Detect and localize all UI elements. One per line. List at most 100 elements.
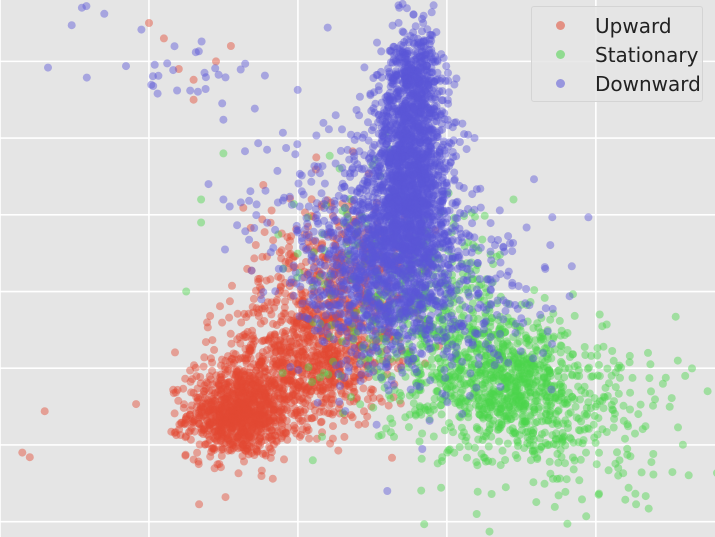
data-point [430,433,438,441]
data-point [367,389,375,397]
data-point [217,463,225,471]
data-point [613,448,621,456]
data-point [199,430,207,438]
data-point [488,490,496,498]
data-point [591,394,599,402]
data-point [377,47,385,55]
data-point [360,63,368,71]
data-point [250,254,258,262]
data-point [442,62,450,70]
data-point [513,386,521,394]
data-point [598,425,606,433]
data-point [570,439,578,447]
data-point [568,371,576,379]
data-point [301,351,309,359]
data-point [262,368,270,376]
data-point [481,212,489,220]
data-point [268,207,276,215]
data-point [558,360,566,368]
data-point [481,376,489,384]
data-point [418,430,426,438]
data-point [482,433,490,441]
data-point [530,426,538,434]
data-point [514,438,522,446]
data-point [220,396,228,404]
data-point [565,410,573,418]
data-point [614,464,622,472]
data-point [631,490,639,498]
data-point [581,343,589,351]
data-point [171,409,179,417]
data-point [614,472,622,480]
data-point [235,469,243,477]
data-point [272,423,280,431]
data-point [546,409,554,417]
data-point [355,421,363,429]
data-point [626,452,634,460]
data-point [557,349,565,357]
data-point [476,401,484,409]
data-point [438,453,446,461]
data-point [272,298,280,306]
data-point [210,346,218,354]
data-point [363,413,371,421]
data-point [428,355,436,363]
data-point [299,417,307,425]
data-point [305,435,313,443]
data-point [590,421,598,429]
data-point [255,361,263,369]
data-point [229,439,237,447]
data-point [387,428,395,436]
data-point [610,424,618,432]
data-point [424,406,432,414]
data-point [486,528,494,536]
data-point [546,470,554,478]
data-point [524,433,532,441]
data-point [275,395,283,403]
data-point [226,297,234,305]
data-point [247,363,255,371]
data-point [227,424,235,432]
data-point [171,348,179,356]
data-point [620,402,628,410]
data-point [305,363,313,371]
data-point [244,416,252,424]
data-point [217,362,225,370]
data-point [508,374,516,382]
data-point [402,126,410,134]
data-point [521,400,529,408]
data-point [529,478,537,486]
data-point [417,487,425,495]
data-point [489,377,497,385]
data-point [535,403,543,411]
data-point [261,228,269,236]
data-point [258,467,266,475]
data-point [195,420,203,428]
data-point [451,373,459,381]
data-point [569,351,577,359]
data-point [292,430,300,438]
data-point [672,313,680,321]
data-point [478,394,486,402]
data-point [373,39,381,47]
data-point [385,402,393,410]
data-point [277,274,285,282]
data-point [196,393,204,401]
data-point [552,435,560,443]
data-point [614,364,622,372]
data-point [531,336,539,344]
data-point [492,393,500,401]
data-point [170,389,178,397]
data-point [190,76,198,84]
data-point [662,374,670,382]
data-point [494,409,502,417]
data-point [322,362,330,370]
data-point [514,404,522,412]
data-point [187,388,195,396]
data-point [485,443,493,451]
data-point [340,433,348,441]
data-point [674,357,682,365]
data-point [193,449,201,457]
data-point [388,454,396,462]
data-point [506,426,514,434]
